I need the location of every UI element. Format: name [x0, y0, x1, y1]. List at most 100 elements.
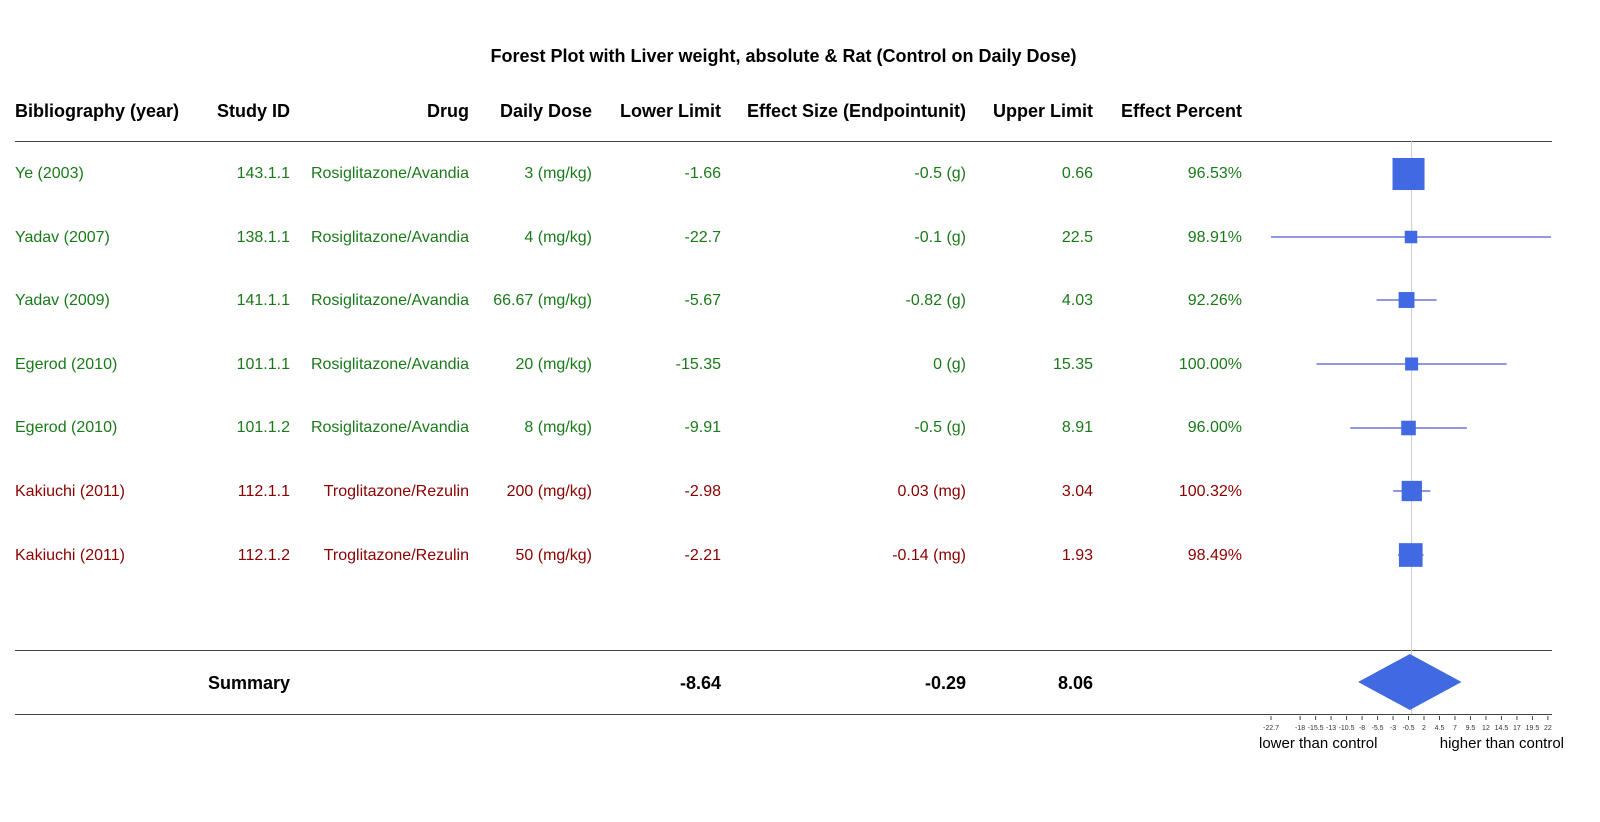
cell-bibliography: Kakiuchi (2011) — [15, 483, 125, 500]
cell-effect-percent: 96.00% — [1187, 419, 1242, 436]
cell-study-id: 112.1.2 — [237, 547, 290, 564]
x-tick-label: -0.5 — [1402, 725, 1414, 732]
cell-lower-limit: -15.35 — [675, 356, 721, 373]
summary-top-divider — [15, 650, 1552, 651]
cell-daily-dose: 50 (mg/kg) — [515, 547, 592, 564]
cell-lower-limit: -2.98 — [684, 483, 721, 500]
cell-effect-percent: 98.49% — [1187, 547, 1242, 564]
summary-label: Summary — [207, 673, 290, 693]
cell-lower-limit: -5.67 — [684, 292, 721, 309]
cell-drug: Troglitazone/Rezulin — [323, 547, 469, 564]
cell-drug: Troglitazone/Rezulin — [323, 483, 469, 500]
x-tick-label: -5.5 — [1372, 725, 1384, 732]
cell-effect-size: -0.14 (mg) — [892, 547, 966, 564]
x-tick-label: 19.5 — [1526, 725, 1540, 732]
header-study-id: Study ID — [216, 101, 290, 121]
cell-study-id: 143.1.1 — [236, 165, 290, 182]
cell-daily-dose: 66.67 (mg/kg) — [493, 292, 592, 309]
x-tick-label: -22.7 — [1263, 725, 1279, 732]
cell-daily-dose: 4 (mg/kg) — [524, 229, 592, 246]
cell-lower-limit: -22.7 — [684, 229, 721, 246]
effect-marker — [1405, 357, 1419, 371]
cell-effect-size: -0.1 (g) — [914, 229, 966, 246]
cell-study-id: 112.1.1 — [237, 483, 290, 500]
x-tick-label: -10.5 — [1339, 725, 1355, 732]
summary-bottom-divider — [15, 714, 1552, 715]
cell-drug: Rosiglitazone/Avandia — [310, 165, 469, 182]
summary-upper: 8.06 — [1057, 673, 1093, 693]
x-tick-label: -3 — [1390, 725, 1396, 732]
cell-effect-percent: 96.53% — [1187, 165, 1242, 182]
cell-effect-size: -0.5 (g) — [914, 419, 966, 436]
x-tick-label: -18 — [1295, 725, 1305, 732]
cell-effect-size: -0.82 (g) — [905, 292, 966, 309]
cell-bibliography: Yadav (2009) — [15, 292, 110, 309]
cell-effect-size: 0 (g) — [933, 356, 966, 373]
cell-bibliography: Ye (2003) — [15, 165, 84, 182]
header-effect-size: Effect Size (Endpointunit) — [747, 101, 966, 121]
cell-upper-limit: 3.04 — [1061, 483, 1093, 500]
cell-upper-limit: 8.91 — [1061, 419, 1093, 436]
axis-label-higher: higher than control — [1440, 735, 1564, 752]
summary-diamond — [1358, 654, 1462, 710]
header-drug: Drug — [427, 101, 469, 121]
x-tick-label: 4.5 — [1435, 725, 1445, 732]
x-tick-label: -15.5 — [1308, 725, 1324, 732]
x-tick-label: 22 — [1544, 725, 1552, 732]
effect-marker — [1404, 230, 1418, 244]
x-tick-label: -13 — [1326, 725, 1336, 732]
cell-effect-size: 0.03 (mg) — [897, 483, 966, 500]
cell-effect-size: -0.5 (g) — [914, 165, 966, 182]
header-effect-percent: Effect Percent — [1120, 101, 1242, 121]
cell-study-id: 138.1.1 — [236, 229, 290, 246]
cell-bibliography: Egerod (2010) — [15, 419, 118, 436]
cell-effect-percent: 92.26% — [1187, 292, 1242, 309]
x-tick-label: 9.5 — [1466, 725, 1476, 732]
cell-upper-limit: 15.35 — [1052, 356, 1093, 373]
axis-label-lower: lower than control — [1259, 735, 1377, 752]
cell-daily-dose: 20 (mg/kg) — [515, 356, 592, 373]
cell-drug: Rosiglitazone/Avandia — [310, 229, 469, 246]
cell-daily-dose: 200 (mg/kg) — [506, 483, 592, 500]
cell-drug: Rosiglitazone/Avandia — [310, 419, 469, 436]
x-tick-label: 17 — [1513, 725, 1521, 732]
effect-marker — [1392, 158, 1425, 190]
x-tick-label: 12 — [1482, 725, 1490, 732]
header-upper-limit: Upper Limit — [992, 101, 1093, 121]
effect-marker — [1398, 543, 1423, 567]
cell-effect-percent: 100.00% — [1178, 356, 1242, 373]
cell-study-id: 101.1.2 — [236, 419, 290, 436]
effect-marker — [1398, 292, 1415, 308]
cell-upper-limit: 4.03 — [1061, 292, 1093, 309]
cell-drug: Rosiglitazone/Avandia — [310, 356, 469, 373]
x-tick-label: 2 — [1422, 725, 1426, 732]
header-daily-dose: Daily Dose — [499, 101, 592, 121]
cell-drug: Rosiglitazone/Avandia — [310, 292, 469, 309]
header-divider — [15, 141, 1552, 142]
summary-effect: -0.29 — [924, 673, 966, 693]
cell-study-id: 141.1.1 — [236, 292, 290, 309]
cell-effect-percent: 98.91% — [1187, 229, 1242, 246]
x-tick-label: 14.5 — [1495, 725, 1509, 732]
effect-marker — [1401, 480, 1422, 502]
cell-bibliography: Kakiuchi (2011) — [15, 547, 125, 564]
header-lower-limit: Lower Limit — [619, 101, 721, 121]
chart-title: Forest Plot with Liver weight, absolute … — [490, 46, 1077, 66]
cell-upper-limit: 1.93 — [1061, 547, 1093, 564]
cell-daily-dose: 3 (mg/kg) — [524, 165, 592, 182]
cell-daily-dose: 8 (mg/kg) — [524, 419, 592, 436]
cell-lower-limit: -9.91 — [684, 419, 721, 436]
x-tick-label: 7 — [1453, 725, 1457, 732]
cell-upper-limit: 22.5 — [1061, 229, 1093, 246]
cell-bibliography: Yadav (2007) — [15, 229, 110, 246]
effect-marker — [1401, 420, 1416, 436]
header-bibliography: Bibliography (year) — [15, 101, 180, 121]
cell-upper-limit: 0.66 — [1061, 165, 1093, 182]
cell-bibliography: Egerod (2010) — [15, 356, 118, 373]
summary-lower: -8.64 — [679, 673, 721, 693]
cell-lower-limit: -2.21 — [684, 547, 721, 564]
cell-lower-limit: -1.66 — [684, 165, 721, 182]
cell-study-id: 101.1.1 — [236, 356, 290, 373]
cell-effect-percent: 100.32% — [1178, 483, 1242, 500]
